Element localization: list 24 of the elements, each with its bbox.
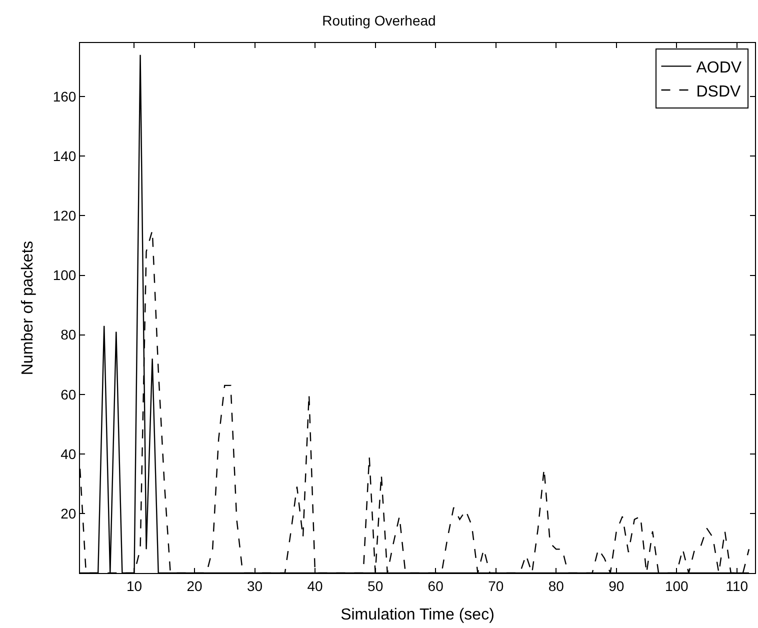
y-tick-label: 160 [52, 88, 76, 104]
y-axis-title: Number of packets [20, 240, 37, 376]
x-tick-label: 90 [608, 578, 624, 594]
x-tick-label: 10 [126, 578, 142, 594]
x-tick-label: 80 [548, 578, 564, 594]
x-axis-title: Simulation Time (sec) [340, 606, 494, 624]
y-tick-label: 80 [60, 326, 76, 343]
x-tick-label: 50 [368, 578, 384, 594]
y-tick-label: 40 [60, 446, 76, 462]
x-tick-label: 70 [488, 578, 504, 594]
legend-label: DSDV [696, 83, 742, 100]
x-tick-label: 60 [428, 578, 444, 594]
y-tick-label: 60 [60, 386, 76, 402]
x-tick-label: 20 [186, 578, 203, 594]
chart-title: Routing Overhead [322, 12, 436, 28]
y-tick-label: 20 [60, 505, 76, 522]
x-tick-label: 40 [307, 578, 324, 594]
y-tick-label: 120 [52, 208, 76, 224]
x-tick-label: 30 [246, 578, 263, 594]
x-tick-label: 100 [664, 578, 689, 594]
x-tick-label: 110 [726, 578, 748, 594]
y-tick-label: 100 [52, 267, 76, 284]
legend-label: AODV [696, 59, 742, 76]
y-tick-label: 140 [52, 148, 76, 164]
